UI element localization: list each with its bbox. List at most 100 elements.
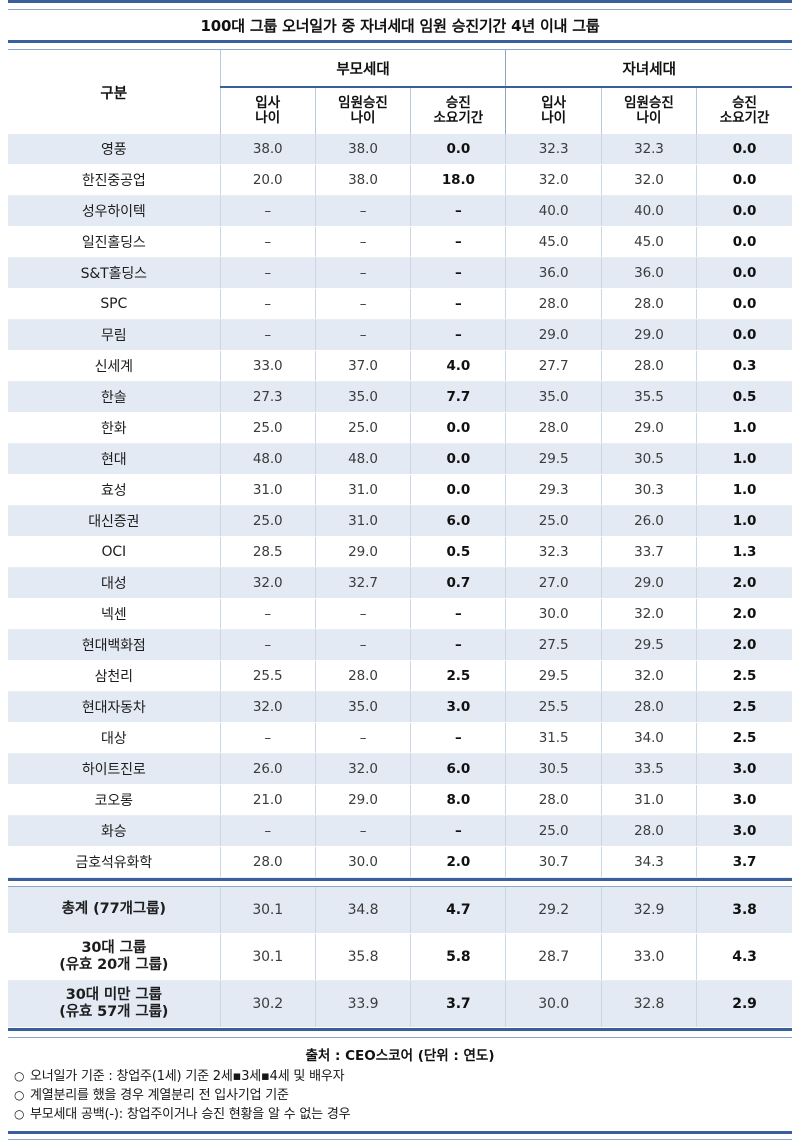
cell-value: 26.0 xyxy=(600,505,697,537)
cell-value: 32.7 xyxy=(314,567,411,599)
cell-value: 1.0 xyxy=(696,474,792,506)
table-row: 한솔 27.3 35.0 7.7 35.0 35.5 0.5 xyxy=(8,381,792,413)
header-line-1: 승진 xyxy=(445,94,471,111)
cell-value: 26.0 xyxy=(219,753,316,785)
row-label-group-name: 화승 xyxy=(8,815,221,847)
table-body: 영풍 38.0 38.0 0.0 32.3 32.3 0.0 한진중공업 20.0 38.0 18.… xyxy=(8,134,792,878)
cell-value: 1.0 xyxy=(696,412,792,444)
top-rule xyxy=(8,0,792,10)
cell-value: 32.0 xyxy=(600,164,697,196)
header-line-2: 소요기간 xyxy=(719,110,770,126)
cell-value: 28.0 xyxy=(219,846,316,878)
cell-value: 32.3 xyxy=(600,134,697,165)
source-note: 출처 : CEO스코어 (단위 : 연도) xyxy=(305,1048,495,1064)
cell-value: 0.0 xyxy=(696,164,792,196)
title-bar: 100대 그룹 오너일가 중 자녀세대 임원 승진기간 4년 이내 그룹 xyxy=(8,10,792,40)
cell-value: 0.0 xyxy=(696,134,792,165)
cell-value: 29.0 xyxy=(600,412,697,444)
table-row: SPC – – –28.0 28.0 0.0 xyxy=(8,288,792,320)
cell-value: – xyxy=(219,598,316,630)
table-row: 하이트진로 26.0 32.0 6.0 30.5 33.5 3.0 xyxy=(8,753,792,785)
summary-cell-value: 30.0 xyxy=(505,980,602,1028)
cell-value: – xyxy=(410,195,506,227)
promotion-data-table: 구분 부모세대 자녀세대 입사 나이 임원승진 나이 승진 소요기간 입사 xyxy=(8,50,792,878)
cell-value: 0.0 xyxy=(410,134,506,165)
summary-cell-value: 30.2 xyxy=(219,980,316,1028)
footnote-text: 계열분리를 했을 경우 계열분리 전 입사기업 기준 xyxy=(30,1087,289,1103)
summary-row: 30대 미만 그룹 (유효 57개 그룹) 30.2 33.9 3.7 30.0 32.8 2… xyxy=(8,980,792,1028)
header-line-1: 임원승진 xyxy=(624,94,674,111)
cell-value: 29.0 xyxy=(314,784,411,816)
summary-cell-value: 3.7 xyxy=(410,980,506,1028)
cell-value: 32.3 xyxy=(505,536,602,568)
cell-value: 27.3 xyxy=(219,381,316,413)
cell-value: – xyxy=(410,598,506,630)
footnotes: ○ 오너일가 기준 : 창업주(1세) 기준 2세▪3세▪4세 및 배우자 ○ 계열분… xyxy=(8,1068,792,1131)
header-line-1: 임원승진 xyxy=(338,94,388,111)
summary-table: 총계 (77개그룹) 30.1 34.8 4.7 29.2 32.9 3.8 30대 그룹 (유… xyxy=(8,887,792,1028)
summary-cell-value: 29.2 xyxy=(505,887,602,934)
cell-value: 3.0 xyxy=(410,691,506,723)
row-label-group-name: 현대자동차 xyxy=(8,691,221,723)
row-label-group-name: 영풍 xyxy=(8,134,221,165)
cell-value: 31.0 xyxy=(314,474,411,506)
cell-value: 30.3 xyxy=(600,474,697,506)
cell-value: 20.0 xyxy=(219,164,316,196)
row-label-group-name: 하이트진로 xyxy=(8,753,221,785)
cell-value: 33.5 xyxy=(600,753,697,785)
cell-value: – xyxy=(219,226,316,258)
bottom-rule xyxy=(8,1130,792,1140)
row-label-group-name: 대성 xyxy=(8,567,221,599)
header-group-row: 구분 부모세대 자녀세대 xyxy=(8,50,792,134)
cell-value: 28.0 xyxy=(505,412,602,444)
row-label-group-name: 성우하이텍 xyxy=(8,195,221,227)
cell-value: – xyxy=(314,629,411,661)
summary-label-line-1: 30대 미만 그룹 xyxy=(65,986,162,1003)
table-row: 한진중공업 20.0 38.0 18.0 32.0 32.0 0.0 xyxy=(8,164,792,196)
cell-value: 4.0 xyxy=(410,350,506,382)
cell-value: 35.0 xyxy=(505,381,602,413)
cell-value: – xyxy=(410,257,506,289)
row-label-group-name: S&T홀딩스 xyxy=(8,257,221,289)
cell-value: 0.0 xyxy=(696,195,792,227)
cell-value: 25.0 xyxy=(219,505,316,537)
header-line-2: 나이 xyxy=(541,110,567,126)
summary-cell-value: 30.1 xyxy=(219,933,316,981)
column-header-parent-exec-age: 임원승진 나이 xyxy=(314,87,411,134)
cell-value: – xyxy=(314,226,411,258)
cell-value: – xyxy=(314,319,411,351)
cell-value: 2.0 xyxy=(696,598,792,630)
cell-value: 29.0 xyxy=(600,319,697,351)
summary-cell-value: 28.7 xyxy=(505,933,602,981)
summary-row-label: 30대 그룹 (유효 20개 그룹) xyxy=(8,933,221,981)
cell-value: 29.0 xyxy=(600,567,697,599)
cell-value: 29.5 xyxy=(505,660,602,692)
cell-value: 25.5 xyxy=(505,691,602,723)
table-row: OCI 28.5 29.0 0.5 32.3 33.7 1.3 xyxy=(8,536,792,568)
cell-value: – xyxy=(314,722,411,754)
summary-row: 총계 (77개그룹) 30.1 34.8 4.7 29.2 32.9 3.8 xyxy=(8,887,792,934)
table-row: 무림 – – –29.0 29.0 0.0 xyxy=(8,319,792,351)
cell-value: 0.0 xyxy=(696,257,792,289)
cell-value: 1.3 xyxy=(696,536,792,568)
cell-value: 32.0 xyxy=(314,753,411,785)
footnote-item: ○ 계열분리를 했을 경우 계열분리 전 입사기업 기준 xyxy=(14,1087,788,1106)
cell-value: 35.0 xyxy=(314,691,411,723)
summary-row-label: 30대 미만 그룹 (유효 57개 그룹) xyxy=(8,980,221,1028)
circle-bullet-icon: ○ xyxy=(14,1087,25,1102)
cell-value: 28.0 xyxy=(600,691,697,723)
cell-value: – xyxy=(410,319,506,351)
cell-value: 3.7 xyxy=(696,846,792,878)
cell-value: – xyxy=(219,815,316,847)
cell-value: 6.0 xyxy=(410,753,506,785)
summary-cell-value: 30.1 xyxy=(219,887,316,934)
cell-value: 32.0 xyxy=(505,164,602,196)
cell-value: 38.0 xyxy=(314,134,411,165)
cell-value: 28.0 xyxy=(600,815,697,847)
table-row: 삼천리 25.5 28.0 2.5 29.5 32.0 2.5 xyxy=(8,660,792,692)
cell-value: 48.0 xyxy=(314,443,411,475)
cell-value: 6.0 xyxy=(410,505,506,537)
cell-value: 35.5 xyxy=(600,381,697,413)
row-label-group-name: OCI xyxy=(8,536,221,568)
header-line-2: 나이 xyxy=(255,110,281,126)
